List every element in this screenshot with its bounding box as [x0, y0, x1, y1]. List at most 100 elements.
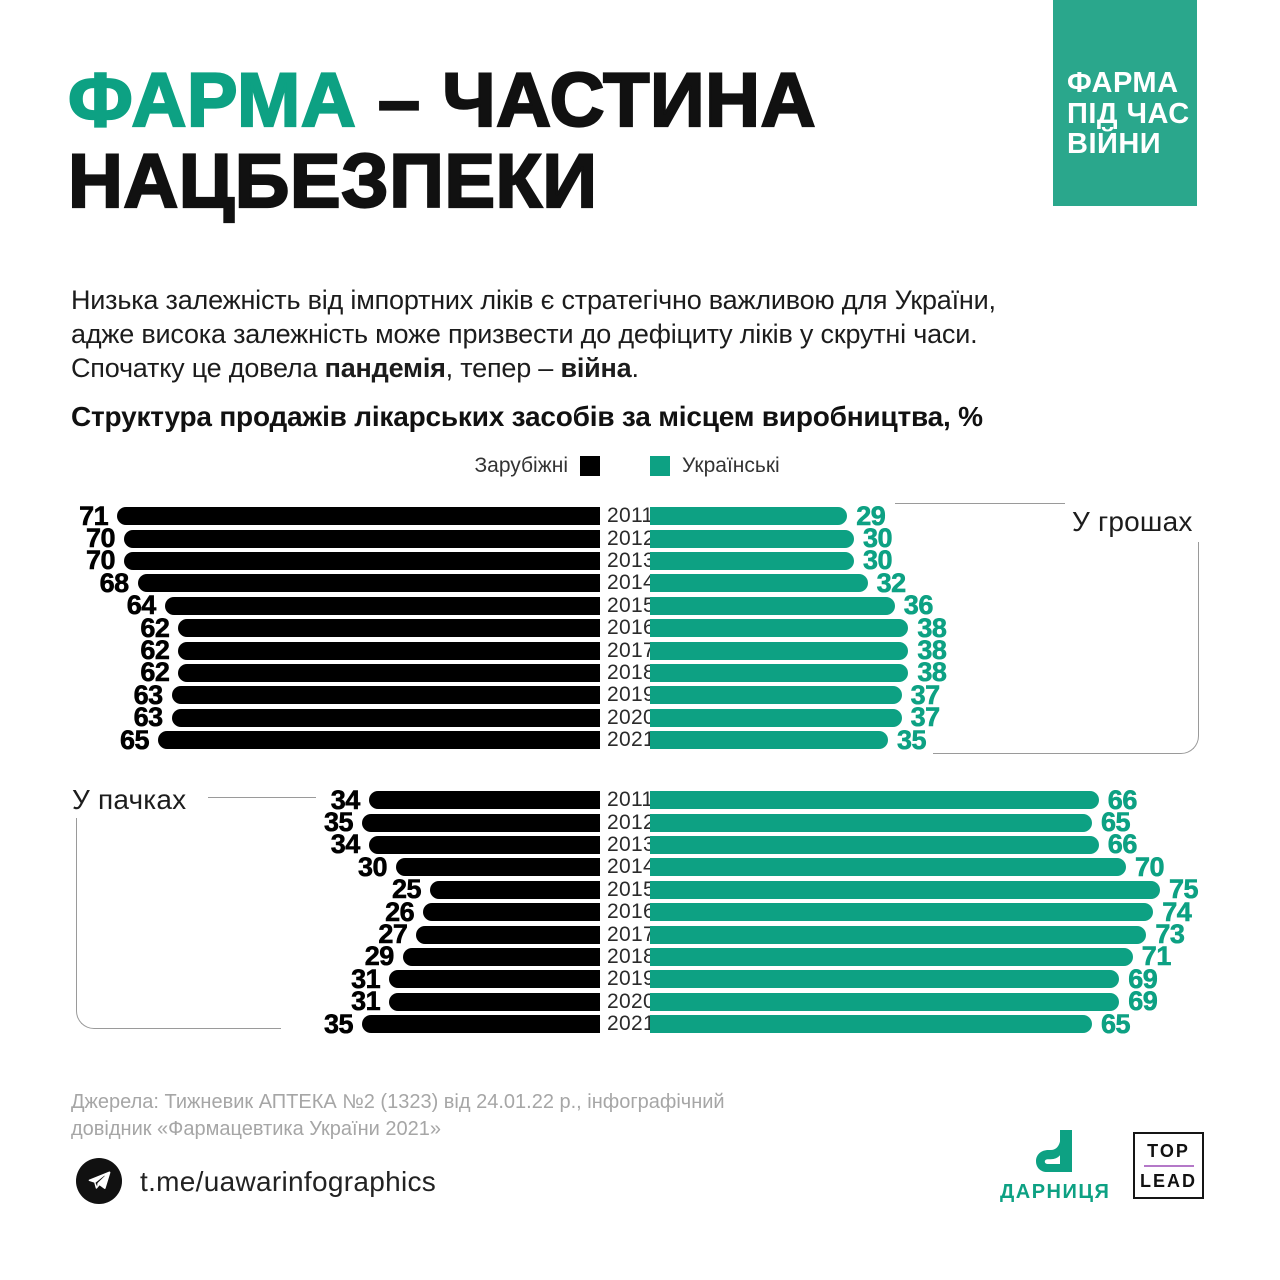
- page-title-line1: ФАРМА – ЧАСТИНА: [67, 58, 817, 143]
- foreign-bar: [362, 1015, 600, 1034]
- foreign-bar: [137, 574, 600, 593]
- foreign-cell: 62: [0, 659, 600, 686]
- chart-row: 62 2017 38: [0, 635, 1280, 666]
- year-label: 2013: [607, 832, 655, 856]
- foreign-cell: 35: [0, 808, 600, 836]
- year-label: 2021: [607, 728, 655, 752]
- ukrainian-value-label: 75: [1169, 874, 1199, 905]
- foreign-bar: [124, 551, 600, 570]
- intro-text: Спочатку це довела: [71, 353, 325, 384]
- foreign-bar: [117, 507, 600, 526]
- year-label: 2012: [607, 810, 655, 834]
- ukrainian-bar: [650, 529, 854, 548]
- bracket-money: [933, 542, 1199, 754]
- foreign-cell: 30: [0, 853, 600, 881]
- legend-foreign: Зарубіжні: [0, 454, 600, 478]
- telegram-icon[interactable]: [76, 1158, 122, 1204]
- paper-plane-icon: [88, 1171, 111, 1189]
- bracket-packs: [76, 818, 281, 1029]
- chart-row: 65 2021 35: [0, 726, 1280, 754]
- foreign-value-label: 26: [385, 896, 415, 927]
- intro-paragraph: Низька залежність від імпортних ліків є …: [71, 283, 1211, 385]
- foreign-cell: 63: [0, 679, 600, 710]
- ukrainian-cell: 66: [650, 829, 1138, 860]
- ukrainian-bar: [650, 551, 854, 570]
- year-label: 2014: [607, 571, 655, 595]
- foreign-bar: [124, 529, 600, 548]
- bracket-line-money-top: [895, 503, 1065, 504]
- foreign-bar: [158, 731, 600, 750]
- toplead-logo: TOP LEAD: [1133, 1132, 1204, 1199]
- foreign-cell: 35: [0, 1010, 600, 1038]
- year-label: 2015: [607, 593, 655, 617]
- foreign-cell: 62: [0, 614, 600, 642]
- ukrainian-cell: 38: [650, 635, 947, 666]
- ukrainian-value-label: 69: [1128, 986, 1158, 1017]
- foreign-value-label: 70: [85, 523, 116, 554]
- ukrainian-value-label: 38: [917, 612, 947, 643]
- foreign-value-label: 34: [330, 829, 360, 860]
- chart-row: 34 2013 66: [0, 829, 1280, 860]
- ukrainian-value-label: 30: [863, 523, 893, 554]
- chart-row: 35 2012 65: [0, 807, 1280, 838]
- chart-row: 34 2011 66: [0, 786, 1280, 814]
- foreign-value-label: 70: [85, 545, 116, 576]
- foreign-cell: 62: [0, 636, 600, 664]
- title-highlight: ФАРМА: [67, 58, 357, 143]
- year-label: 2015: [607, 877, 655, 901]
- year-label: 2013: [607, 548, 655, 572]
- foreign-bar: [423, 903, 600, 922]
- darnitsa-d-icon: [1036, 1130, 1072, 1172]
- foreign-cell: 71: [0, 502, 600, 530]
- ukrainian-bar: [650, 641, 909, 660]
- foreign-value-label: 31: [351, 986, 381, 1017]
- intro-line: Спочатку це довела пандемія, тепер – вій…: [71, 351, 1211, 385]
- foreign-value-label: 62: [140, 657, 170, 688]
- badge-line: ПІД ЧАС: [1067, 97, 1190, 130]
- ukrainian-value-label: 70: [1135, 851, 1165, 882]
- ukrainian-cell: 37: [650, 681, 940, 709]
- ukrainian-cell: 71: [650, 941, 1172, 972]
- foreign-cell: 29: [0, 943, 600, 970]
- foreign-bar: [368, 835, 600, 854]
- foreign-cell: 31: [0, 963, 600, 994]
- darnitsa-logo: ДАРНИЦЯ: [1000, 1130, 1110, 1204]
- year-label: 2017: [607, 638, 655, 662]
- ukrainian-bar: [650, 813, 1092, 832]
- ukrainian-bar: [650, 858, 1126, 877]
- chart-title: Структура продажів лікарських засобів за…: [71, 401, 983, 432]
- ukrainian-value-label: 38: [917, 635, 947, 666]
- ukrainian-bar: [650, 992, 1120, 1011]
- ukrainian-bar: [650, 1015, 1092, 1034]
- chart-row: 62 2018 38: [0, 659, 1280, 687]
- ukrainian-bar: [650, 686, 902, 705]
- darnitsa-wordmark: ДАРНИЦЯ: [1000, 1181, 1111, 1203]
- year-label: 2019: [607, 683, 655, 707]
- ukrainian-cell: 70: [650, 851, 1165, 882]
- chart-money: 71 2011 29 70 2012 30: [0, 500, 1280, 754]
- ukrainian-cell: 30: [650, 523, 893, 554]
- foreign-cell: 25: [0, 875, 600, 903]
- foreign-bar: [178, 663, 600, 682]
- ukrainian-cell: 36: [650, 590, 934, 621]
- chart-row: 29 2018 71: [0, 941, 1280, 972]
- ukrainian-value-label: 65: [1101, 807, 1131, 838]
- year-label: 2019: [607, 967, 655, 991]
- telegram-handle[interactable]: t.me/uawarinfographics: [140, 1166, 437, 1197]
- ukrainian-value-label: 29: [856, 500, 886, 531]
- ukrainian-value-label: 71: [1141, 941, 1171, 972]
- foreign-value-label: 63: [133, 679, 163, 710]
- chart-row: 27 2017 73: [0, 920, 1280, 948]
- ukrainian-value-label: 66: [1107, 829, 1137, 860]
- ukrainian-bar: [650, 880, 1160, 899]
- chart-row: 68 2014 32: [0, 569, 1280, 597]
- foreign-cell: 64: [0, 591, 600, 619]
- ukrainian-cell: 38: [650, 612, 947, 643]
- foreign-value-label: 31: [351, 963, 381, 994]
- chart-row: 30 2014 70: [0, 851, 1280, 882]
- toplead-top-label: TOP: [1147, 1140, 1190, 1161]
- chart-packs: 34 2011 66 35 2012 65: [0, 786, 1280, 1038]
- ukrainian-cell: 65: [650, 807, 1131, 838]
- ukrainian-value-label: 36: [903, 590, 933, 621]
- ukrainian-bar: [650, 970, 1120, 989]
